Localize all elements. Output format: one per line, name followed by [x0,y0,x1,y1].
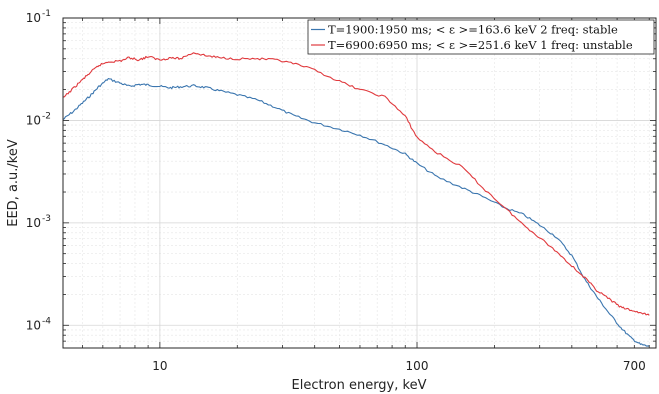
x-tick-label: 100 [406,359,429,373]
y-tick-label-exponent: -3 [42,214,51,224]
x-tick-labels: 10 100 700 [152,359,646,373]
x-tick-label: 700 [623,359,646,373]
legend-label-unstable: T=6900:6950 ms; < ε >=251.6 keV 1 freq: … [328,38,633,52]
series-line-unstable [62,52,650,316]
legend-box [307,19,655,55]
legend-label-stable: T=1900:1950 ms; < ε >=163.6 keV 2 freq: … [328,23,618,37]
x-tick-label: 10 [152,359,167,373]
plot-area [63,18,656,348]
y-axis-label: EED, a.u./keV [6,139,21,227]
series-line-stable [62,77,650,347]
y-tick-label: 10 [26,113,41,127]
y-tick-label-exponent: -2 [42,111,51,121]
y-tick-label: 10 [26,11,41,25]
plot-frame [62,17,657,349]
y-tick-label-exponent: -1 [42,9,51,19]
x-axis-label: Electron energy, keV [292,378,427,393]
y-tick-label: 10 [26,216,41,230]
y-tick-label-exponent: -4 [42,316,51,326]
y-tick-label: 10 [26,318,41,332]
series-layer [62,52,650,347]
y-tick-labels: 10-110-210-310-4 [26,9,52,332]
legend: T=1900:1950 ms; < ε >=163.6 keV 2 freq: … [307,19,655,55]
